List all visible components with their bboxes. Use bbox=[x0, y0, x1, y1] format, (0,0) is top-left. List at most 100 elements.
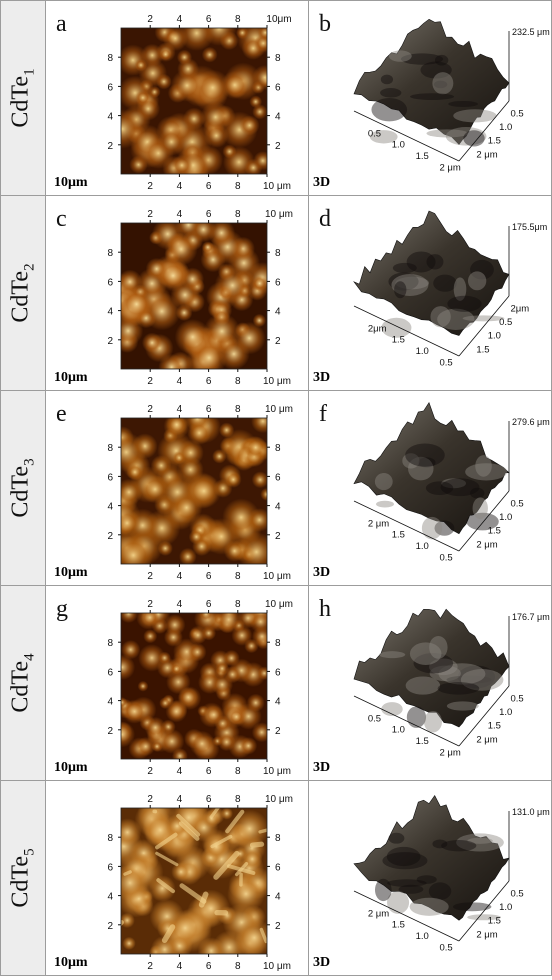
sample-label-cell: CdTe5 bbox=[1, 781, 46, 975]
afm-grain bbox=[258, 666, 272, 680]
afm-grain bbox=[172, 748, 188, 764]
afm-grain bbox=[248, 508, 272, 532]
afm-grain bbox=[215, 267, 251, 303]
sample-name: CdTe bbox=[8, 466, 34, 518]
tick-label-top: 8 bbox=[235, 14, 241, 25]
afm-grain bbox=[120, 288, 152, 320]
afm-surface-feature bbox=[393, 263, 417, 273]
afm-grain bbox=[113, 509, 140, 536]
afm-grain bbox=[138, 681, 149, 692]
view-mode-label: 3D bbox=[313, 175, 330, 191]
tick-label-bottom: 8 bbox=[235, 181, 241, 192]
tick-label-left: 4 bbox=[107, 502, 113, 513]
afm-grain bbox=[187, 474, 222, 509]
afm-surface-feature bbox=[435, 55, 448, 66]
axis-b-label: 0.5 bbox=[510, 498, 523, 509]
afm-grain bbox=[121, 640, 140, 659]
sample-subscript: 4 bbox=[21, 653, 37, 661]
afm-grain bbox=[165, 233, 198, 266]
afm-grain bbox=[218, 338, 250, 370]
afm-surface-feature bbox=[468, 271, 486, 290]
tick-label-right: 2 bbox=[275, 141, 281, 152]
afm-grain bbox=[221, 807, 233, 819]
afm-surface-feature bbox=[382, 852, 427, 869]
afm-surface-feature bbox=[371, 98, 407, 121]
panel-letter-3d: d bbox=[319, 206, 331, 233]
afm-grain bbox=[188, 643, 206, 661]
tick-label-bottom: 10 μm bbox=[263, 961, 291, 972]
tick-label-right: 2 bbox=[275, 726, 281, 737]
height-label: 232.5 μm bbox=[512, 27, 550, 37]
afm-grain bbox=[249, 95, 262, 108]
sample-name: CdTe bbox=[8, 661, 34, 713]
tick-label-right: 8 bbox=[275, 833, 281, 844]
afm-grain bbox=[189, 731, 215, 757]
tick-label-top: 6 bbox=[206, 794, 212, 805]
axis-a-label: 2 μm bbox=[368, 908, 389, 919]
tick-label-right: 6 bbox=[275, 82, 281, 93]
axis-b-label: 0.5 bbox=[510, 108, 523, 119]
tick-label-left: 2 bbox=[107, 141, 113, 152]
axis-b-label: 1.0 bbox=[499, 512, 512, 523]
sample-label: CdTe1 bbox=[8, 68, 39, 127]
axis-a-label: 1.5 bbox=[392, 530, 405, 541]
afm-surface-feature bbox=[433, 275, 456, 292]
tick-label-bottom: 2 bbox=[147, 376, 153, 387]
tick-label-top: 2 bbox=[147, 599, 153, 610]
axis-b-label: 1.5 bbox=[476, 344, 489, 355]
tick-label-bottom: 2 bbox=[147, 181, 153, 192]
tick-label-bottom: 6 bbox=[206, 961, 212, 972]
afm-grain bbox=[221, 71, 249, 99]
afm-grain bbox=[171, 663, 182, 674]
tick-label-bottom: 6 bbox=[206, 766, 212, 777]
afm-grain bbox=[247, 694, 265, 712]
afm-grain bbox=[204, 123, 229, 148]
panel-letter-3d: h bbox=[319, 596, 331, 623]
tick-label-right: 4 bbox=[275, 697, 281, 708]
tick-label-right: 2 bbox=[275, 921, 281, 932]
tick-label-top: 4 bbox=[177, 404, 183, 415]
afm-3d-view: 176.7 μm0.51.01.52 μm2 μm1.51.00.5 bbox=[309, 586, 551, 780]
afm-grain bbox=[224, 540, 246, 562]
afm-grain bbox=[214, 715, 231, 732]
afm-surface-feature bbox=[410, 93, 454, 100]
height-label: 279.6 μm bbox=[512, 417, 550, 427]
afm-grain bbox=[223, 650, 240, 667]
sample-label: CdTe3 bbox=[8, 458, 39, 517]
sample-name: CdTe bbox=[8, 856, 34, 908]
afm-grain bbox=[244, 436, 267, 459]
sample-label: CdTe5 bbox=[8, 848, 39, 907]
tick-label-top: 10 μm bbox=[265, 404, 293, 415]
view-mode-label: 3D bbox=[313, 565, 330, 581]
sample-subscript: 1 bbox=[21, 68, 37, 76]
axis-b-label: 1.0 bbox=[488, 331, 501, 342]
axis-a-label: 1.0 bbox=[416, 931, 429, 942]
axis-a-label: 0.5 bbox=[368, 128, 381, 139]
axis-a-label: 1.0 bbox=[392, 725, 405, 736]
afm-grain bbox=[252, 471, 269, 488]
afm-grain bbox=[219, 422, 234, 437]
tick-label-right: 6 bbox=[275, 862, 281, 873]
axis-a-label: 1.5 bbox=[416, 736, 429, 747]
afm-surface-feature bbox=[406, 676, 440, 694]
afm-surface-feature bbox=[453, 109, 496, 122]
tick-label-top: 10 μm bbox=[265, 209, 293, 220]
afm-grain bbox=[253, 151, 272, 170]
tick-label-left: 8 bbox=[107, 443, 113, 454]
tick-label-top: 4 bbox=[177, 599, 183, 610]
axis-a-label: 1.5 bbox=[392, 920, 405, 931]
afm-grain bbox=[122, 699, 146, 723]
afm-grain bbox=[202, 810, 220, 828]
afm-surface-feature bbox=[422, 517, 442, 540]
tick-label-bottom: 4 bbox=[177, 376, 183, 387]
axis-b-label: 2 μm bbox=[476, 734, 497, 745]
tick-label-top: 8 bbox=[235, 794, 241, 805]
afm-grain bbox=[187, 421, 211, 445]
